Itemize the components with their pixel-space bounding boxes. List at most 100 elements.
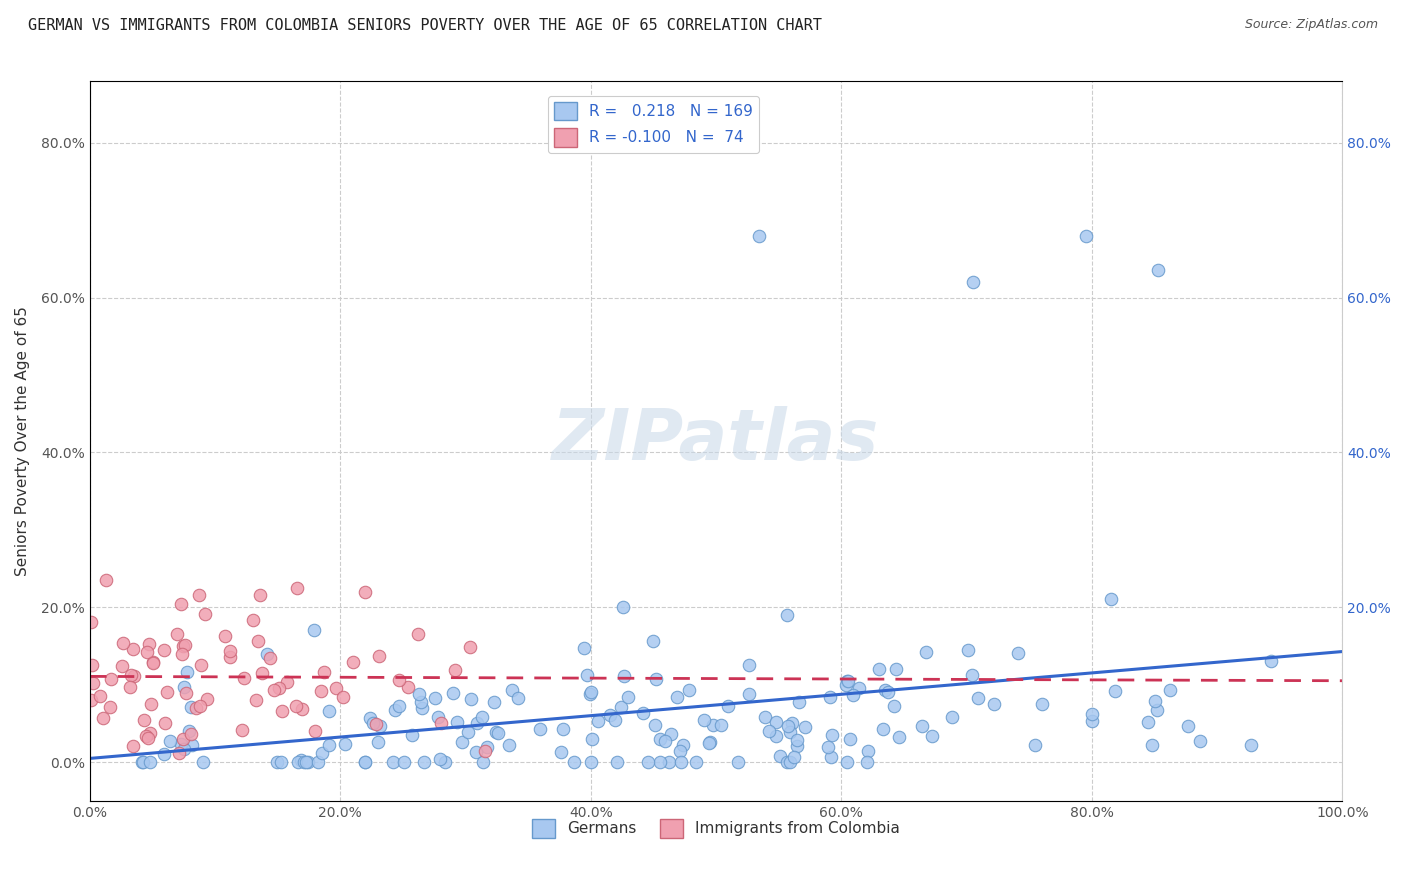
- Point: [572, 640, 595, 655]
- Point: [451, 734, 474, 748]
- Point: [309, 683, 332, 698]
- Point: [644, 718, 666, 732]
- Point: [776, 607, 799, 622]
- Point: [245, 693, 267, 707]
- Point: [89, 690, 111, 704]
- Point: [1081, 714, 1104, 729]
- Point: [562, 755, 585, 769]
- Point: [94, 573, 117, 587]
- Point: [354, 584, 377, 599]
- Point: [370, 718, 392, 732]
- Point: [401, 728, 423, 742]
- Point: [783, 749, 806, 764]
- Point: [1147, 263, 1170, 277]
- Point: [654, 734, 676, 748]
- Point: [817, 739, 839, 754]
- Y-axis label: Seniors Poverty Over the Age of 65: Seniors Poverty Over the Age of 65: [15, 306, 30, 575]
- Point: [581, 731, 603, 746]
- Point: [287, 755, 309, 769]
- Point: [174, 686, 197, 700]
- Point: [887, 730, 910, 744]
- Point: [172, 639, 194, 653]
- Point: [498, 738, 520, 752]
- Point: [575, 668, 598, 682]
- Point: [613, 669, 636, 683]
- Point: [529, 722, 551, 736]
- Point: [139, 755, 162, 769]
- Point: [738, 657, 761, 672]
- Point: [786, 733, 808, 747]
- Point: [120, 681, 142, 695]
- Point: [820, 750, 842, 764]
- Point: [1260, 654, 1282, 668]
- Point: [122, 669, 145, 683]
- Point: [1081, 707, 1104, 722]
- Point: [246, 633, 269, 648]
- Point: [434, 755, 457, 769]
- Point: [297, 755, 319, 769]
- Point: [100, 672, 122, 686]
- Point: [170, 597, 193, 611]
- Point: [605, 713, 627, 727]
- Point: [153, 747, 176, 761]
- Point: [311, 746, 333, 760]
- Point: [637, 755, 659, 769]
- Point: [873, 682, 896, 697]
- Point: [1189, 733, 1212, 747]
- Point: [641, 634, 664, 648]
- Point: [184, 701, 207, 715]
- Point: [550, 745, 572, 759]
- Point: [292, 755, 315, 769]
- Point: [411, 694, 433, 708]
- Point: [285, 581, 308, 595]
- Point: [486, 726, 509, 740]
- Point: [782, 716, 804, 731]
- Point: [382, 755, 405, 769]
- Point: [471, 710, 494, 724]
- Point: [176, 665, 198, 679]
- Point: [738, 687, 761, 701]
- Legend: Germans, Immigrants from Colombia: Germans, Immigrants from Colombia: [526, 813, 905, 844]
- Point: [290, 753, 312, 767]
- Point: [180, 727, 202, 741]
- Point: [848, 681, 870, 696]
- Point: [190, 657, 212, 672]
- Point: [768, 748, 790, 763]
- Point: [80, 615, 103, 629]
- Point: [411, 701, 433, 715]
- Point: [1024, 738, 1046, 752]
- Point: [318, 704, 340, 718]
- Point: [717, 698, 740, 713]
- Point: [610, 700, 633, 714]
- Point: [631, 706, 654, 720]
- Point: [835, 673, 858, 688]
- Point: [155, 716, 177, 731]
- Point: [474, 744, 496, 758]
- Point: [174, 639, 197, 653]
- Point: [471, 755, 494, 769]
- Point: [842, 688, 865, 702]
- Point: [142, 655, 165, 669]
- Point: [606, 755, 628, 769]
- Point: [423, 691, 446, 706]
- Point: [135, 729, 157, 743]
- Point: [179, 723, 201, 738]
- Point: [838, 731, 860, 746]
- Point: [1146, 703, 1168, 717]
- Point: [699, 736, 721, 750]
- Point: [877, 685, 900, 699]
- Point: [361, 716, 384, 731]
- Point: [256, 647, 278, 661]
- Point: [138, 637, 160, 651]
- Point: [100, 700, 122, 714]
- Point: [266, 755, 288, 769]
- Point: [1142, 738, 1164, 752]
- Point: [482, 695, 505, 709]
- Point: [506, 690, 529, 705]
- Point: [465, 716, 488, 731]
- Point: [82, 676, 104, 690]
- Point: [645, 672, 668, 686]
- Point: [214, 629, 236, 643]
- Point: [121, 739, 143, 753]
- Point: [120, 668, 142, 682]
